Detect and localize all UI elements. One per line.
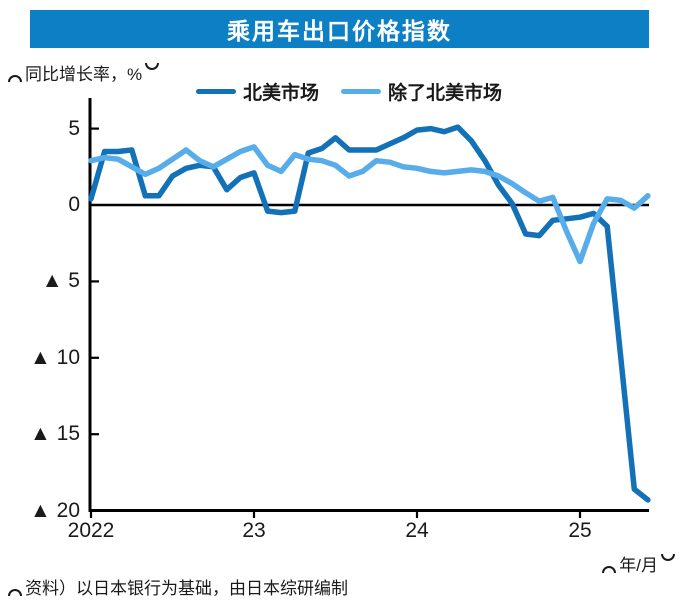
x-tick-label: 24 xyxy=(405,519,429,542)
x-tick-label: 2022 xyxy=(67,519,115,542)
source-note-text: 资料）以日本银行为基础，由日本综研编制 xyxy=(25,579,348,598)
legend-item-north-america: 北美市场 xyxy=(196,78,319,105)
legend-item-ex-north-america: 除了北美市场 xyxy=(341,78,502,105)
open-paren-arc xyxy=(602,566,617,573)
y-tick-label: ▲ 15 xyxy=(30,422,80,446)
legend: 北美市场 除了北美市场 xyxy=(196,78,502,105)
legend-line-swatch-light-blue xyxy=(341,89,382,94)
x-tick-label: 25 xyxy=(568,519,592,542)
y-tick-label: ▲ 5 xyxy=(41,269,80,293)
open-paren-arc xyxy=(8,75,22,82)
x-axis-unit-label: 年/月 xyxy=(602,551,675,576)
legend-label: 除了北美市场 xyxy=(388,83,503,104)
series-line-north-america xyxy=(88,124,651,503)
chart-title: 乘用车出口价格指数 xyxy=(227,18,452,44)
open-paren-arc xyxy=(8,589,22,596)
y-tick-label: 5 xyxy=(68,116,80,140)
y-axis-unit-text: 同比增长率，% xyxy=(25,65,143,84)
legend-label: 北美市场 xyxy=(243,83,320,104)
y-tick-label: ▲ 10 xyxy=(30,345,80,369)
close-paren-arc xyxy=(661,554,675,561)
x-axis-unit-text: 年/月 xyxy=(619,556,658,575)
y-tick-label: 0 xyxy=(68,193,80,216)
y-tick-label: ▲ 20 xyxy=(30,498,80,522)
chart-title-bar: 乘用车出口价格指数 xyxy=(30,10,649,48)
legend-line-swatch-dark-blue xyxy=(196,89,236,94)
y-axis-unit-label: 同比增长率，% xyxy=(8,60,160,85)
x-tick-label: 23 xyxy=(242,519,266,542)
series-line-ex-north-america xyxy=(88,144,651,265)
source-note: 资料）以日本银行为基础，由日本综研编制 xyxy=(8,574,348,599)
